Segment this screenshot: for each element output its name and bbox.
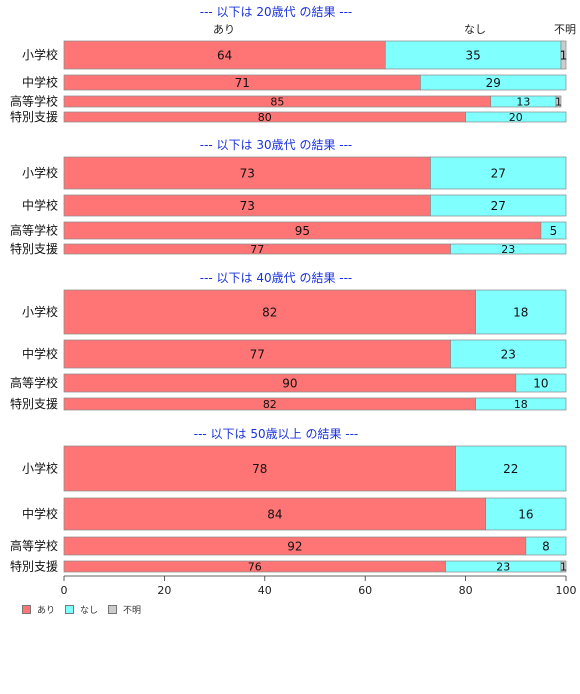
bar-segment-2 [555, 95, 562, 108]
bar-value-label: 20 [509, 111, 523, 124]
bar-value-label: 18 [513, 305, 528, 319]
bar-value-label: 84 [267, 507, 282, 521]
bar-segment-0 [63, 339, 451, 369]
x-tick-label: 60 [358, 584, 372, 597]
bar-value-label: 80 [258, 111, 272, 124]
bar-value-label: 77 [250, 347, 265, 361]
bar-value-label: 13 [516, 95, 530, 108]
x-tick-label: 20 [157, 584, 171, 597]
legend-swatch-fumei [108, 605, 118, 614]
x-tick-label: 0 [61, 584, 68, 597]
row-label: 中学校 [22, 346, 58, 361]
bar-value-label: 22 [503, 462, 518, 476]
bar-value-label: 92 [287, 539, 302, 553]
legend-label-nashi: なし [80, 606, 99, 616]
row-label: 特別支援 [10, 559, 58, 574]
row-label: 高等学校 [10, 223, 58, 238]
bar-segment-1 [485, 497, 567, 531]
bar-value-label: 29 [486, 76, 501, 90]
bar-segment-1 [450, 243, 567, 255]
row-label: 小学校 [22, 47, 58, 62]
bar-segment-0 [63, 40, 386, 70]
bar-segment-0 [63, 156, 431, 190]
bar-segment-1 [475, 289, 567, 335]
bar-value-label: 95 [295, 224, 310, 238]
row-label: 小学校 [22, 304, 58, 319]
legend-swatch-ari [22, 605, 31, 614]
top-label-1: なし [464, 23, 486, 36]
row-label: 特別支援 [10, 396, 58, 411]
row-label: 中学校 [22, 506, 58, 521]
bar-segment-0 [63, 445, 456, 492]
bar-value-label: 35 [465, 48, 480, 62]
bar-value-label: 1 [555, 95, 562, 108]
bar-value-label: 71 [235, 76, 250, 90]
bar-value-label: 77 [250, 243, 264, 256]
bar-value-label: 23 [496, 560, 510, 573]
legend-label-ari: あり [37, 606, 56, 616]
bar-value-label: 16 [518, 507, 533, 521]
bar-segment-0 [63, 289, 476, 335]
legend-item-nashi: なし [65, 603, 98, 616]
bar-segment-2 [560, 560, 567, 573]
x-tick-label: 100 [556, 584, 577, 597]
bar-value-label: 85 [270, 95, 284, 108]
legend-label-fumei: 不明 [123, 606, 142, 616]
bar-segment-1 [384, 40, 562, 70]
bar-value-label: 78 [252, 462, 267, 476]
bar-segment-1 [430, 194, 567, 217]
chart-legend: あり なし 不明 [22, 603, 151, 616]
group-title-3: --- 以下は 50歳以上 の結果 --- [194, 427, 359, 441]
row-label: 高等学校 [10, 375, 58, 390]
bar-value-label: 5 [550, 224, 558, 238]
bar-segment-0 [63, 497, 487, 531]
bar-value-label: 23 [501, 347, 516, 361]
legend-item-fumei: 不明 [108, 603, 141, 616]
top-label-0: あり [213, 23, 235, 36]
bar-value-label: 18 [514, 398, 528, 411]
bar-segment-1 [430, 156, 567, 190]
row-label: 中学校 [22, 198, 58, 213]
bar-value-label: 90 [282, 376, 297, 390]
bar-segment-1 [475, 397, 567, 411]
row-label: 中学校 [22, 75, 58, 90]
bar-value-label: 27 [491, 199, 506, 213]
legend-swatch-nashi [65, 605, 75, 614]
bar-segment-1 [540, 221, 567, 240]
bar-value-label: 76 [248, 560, 262, 573]
bar-value-label: 23 [501, 243, 515, 256]
row-label: 小学校 [22, 165, 58, 180]
row-label: 高等学校 [10, 94, 58, 109]
bar-value-label: 1 [560, 48, 568, 62]
top-label-2: 不明 [554, 23, 576, 36]
row-label: 特別支援 [10, 241, 58, 256]
bar-segment-1 [455, 445, 567, 492]
bar-value-label: 1 [560, 560, 567, 573]
bar-value-label: 27 [491, 166, 506, 180]
group-title-2: --- 以下は 40歳代 の結果 --- [200, 271, 353, 285]
bar-value-label: 82 [263, 398, 277, 411]
bar-segment-2 [560, 40, 567, 70]
legend-item-ari: あり [22, 603, 55, 616]
bar-segment-1 [450, 339, 567, 369]
bar-segment-1 [465, 111, 567, 123]
bar-segment-1 [420, 74, 567, 91]
bar-value-label: 73 [240, 199, 255, 213]
x-tick-label: 80 [459, 584, 473, 597]
row-label: 特別支援 [10, 109, 58, 124]
bar-value-label: 8 [542, 539, 550, 553]
bar-segment-1 [525, 536, 567, 556]
row-label: 小学校 [22, 461, 58, 476]
bar-value-label: 82 [262, 305, 277, 319]
bar-value-label: 10 [533, 376, 548, 390]
bar-value-label: 64 [217, 48, 232, 62]
group-title-0: --- 以下は 20歳代 の結果 --- [200, 5, 353, 19]
bar-value-label: 73 [240, 166, 255, 180]
bar-segment-1 [515, 373, 567, 393]
x-tick-label: 40 [258, 584, 272, 597]
group-title-1: --- 以下は 30歳代 の結果 --- [200, 138, 353, 152]
row-label: 高等学校 [10, 538, 58, 553]
